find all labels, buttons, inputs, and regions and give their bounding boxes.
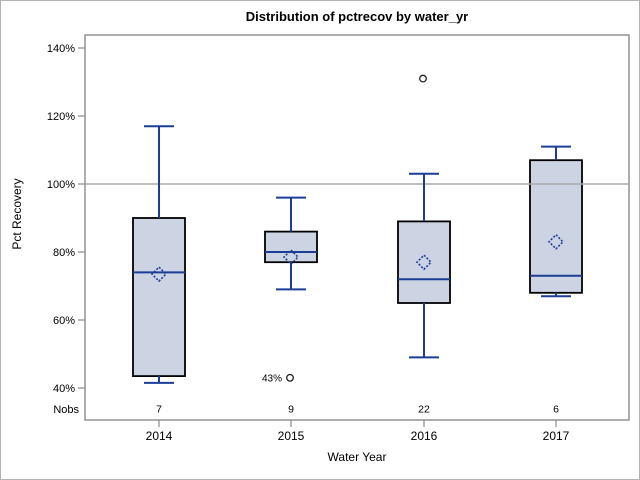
- y-tick-label: 140%: [47, 43, 75, 55]
- iqr-box: [397, 220, 451, 304]
- mean-marker: [547, 233, 565, 250]
- iqr-box: [264, 230, 318, 264]
- chart-title: Distribution of pctrecov by water_yr: [245, 9, 469, 24]
- nobs-value: 6: [553, 404, 559, 416]
- mean-marker: [282, 248, 300, 266]
- x-tick-label: 2017: [543, 429, 570, 443]
- x-tick-label: 2015: [278, 429, 305, 443]
- y-tick-label: 120%: [47, 111, 75, 123]
- y-tick-label: 40%: [53, 383, 75, 395]
- outlier-label: 43%: [262, 373, 282, 384]
- y-tick-label: 80%: [53, 247, 75, 259]
- iqr-box: [529, 159, 583, 294]
- nobs-value: 22: [418, 404, 430, 416]
- nobs-value: 7: [156, 404, 162, 416]
- outlier-point: [419, 74, 427, 83]
- outlier-point: [286, 373, 294, 382]
- plot-frame: [84, 34, 630, 421]
- x-tick-label: 2016: [411, 429, 438, 443]
- y-tick-label: 100%: [47, 179, 75, 191]
- iqr-box: [132, 217, 186, 378]
- nobs-row-label: Nobs: [53, 404, 79, 416]
- x-axis-title: Water Year: [327, 450, 387, 464]
- mean-marker: [150, 265, 168, 283]
- mean-marker: [415, 254, 433, 271]
- x-tick-label: 2014: [146, 429, 173, 443]
- y-tick-label: 60%: [53, 315, 75, 327]
- nobs-value: 9: [288, 404, 294, 416]
